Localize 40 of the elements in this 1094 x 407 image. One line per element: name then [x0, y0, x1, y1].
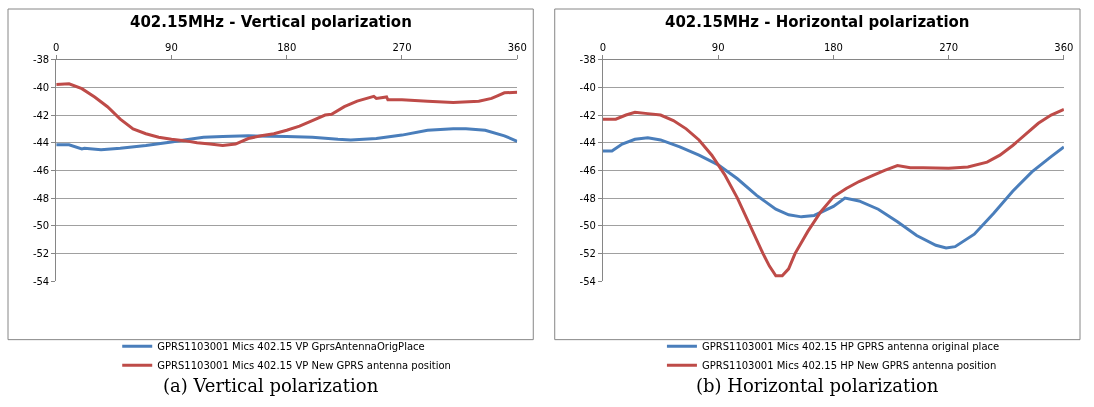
x-tick-label: 90 — [711, 41, 725, 53]
y-tick-label: -54 — [579, 275, 596, 287]
x-tick-label: 270 — [392, 41, 412, 53]
x-tick-label: 180 — [823, 41, 843, 53]
x-tick-label: 180 — [277, 41, 297, 53]
y-tick-label: -52 — [579, 248, 596, 260]
y-tick-label: -46 — [32, 164, 50, 176]
x-tick-label: 360 — [507, 41, 527, 53]
y-tick-label: -38 — [32, 54, 50, 66]
chart-title: 402.15MHz - Vertical polarization — [130, 13, 412, 31]
y-tick-label: -48 — [579, 192, 596, 204]
text: (a) Vertical polarization — [163, 375, 379, 396]
y-tick-label: -38 — [579, 54, 596, 66]
line-series — [56, 127, 518, 152]
y-tick-label: -42 — [32, 109, 50, 121]
y-tick-label: -46 — [579, 164, 596, 176]
x-tick-label: 90 — [165, 41, 178, 53]
y-tick-label: -50 — [579, 220, 596, 232]
line-series — [56, 82, 518, 147]
y-tick-label: -40 — [579, 81, 596, 93]
x-tick-label: 270 — [939, 41, 959, 53]
x-tick-label: 0 — [599, 41, 607, 53]
chart-title: 402.15MHz - Horizontal polarization — [665, 13, 970, 31]
y-tick-label: -42 — [579, 109, 596, 121]
text: (b) Horizontal polarization — [696, 375, 939, 396]
line-series — [602, 136, 1064, 250]
y-tick-label: -54 — [32, 275, 50, 287]
y-tick-label: -40 — [32, 81, 50, 93]
y-tick-label: -50 — [32, 220, 50, 232]
legend-label: GPRS1103001 Mics 402.15 VP GprsAntennaOrigPlace — [157, 341, 425, 353]
legend-label: GPRS1103001 Mics 402.15 VP New GPRS antenna position — [157, 360, 451, 372]
x-tick-label: 0 — [53, 41, 60, 53]
y-tick-label: -44 — [32, 137, 50, 149]
y-tick-label: -48 — [32, 192, 50, 204]
y-tick-label: -52 — [32, 248, 50, 260]
legend-label: GPRS1103001 Mics 402.15 HP New GPRS antenna position — [701, 360, 997, 372]
x-tick-label: 360 — [1054, 41, 1074, 53]
legend-label: GPRS1103001 Mics 402.15 HP GPRS antenna original place — [701, 341, 1000, 353]
line-series — [602, 107, 1064, 278]
y-tick-label: -44 — [579, 137, 596, 149]
